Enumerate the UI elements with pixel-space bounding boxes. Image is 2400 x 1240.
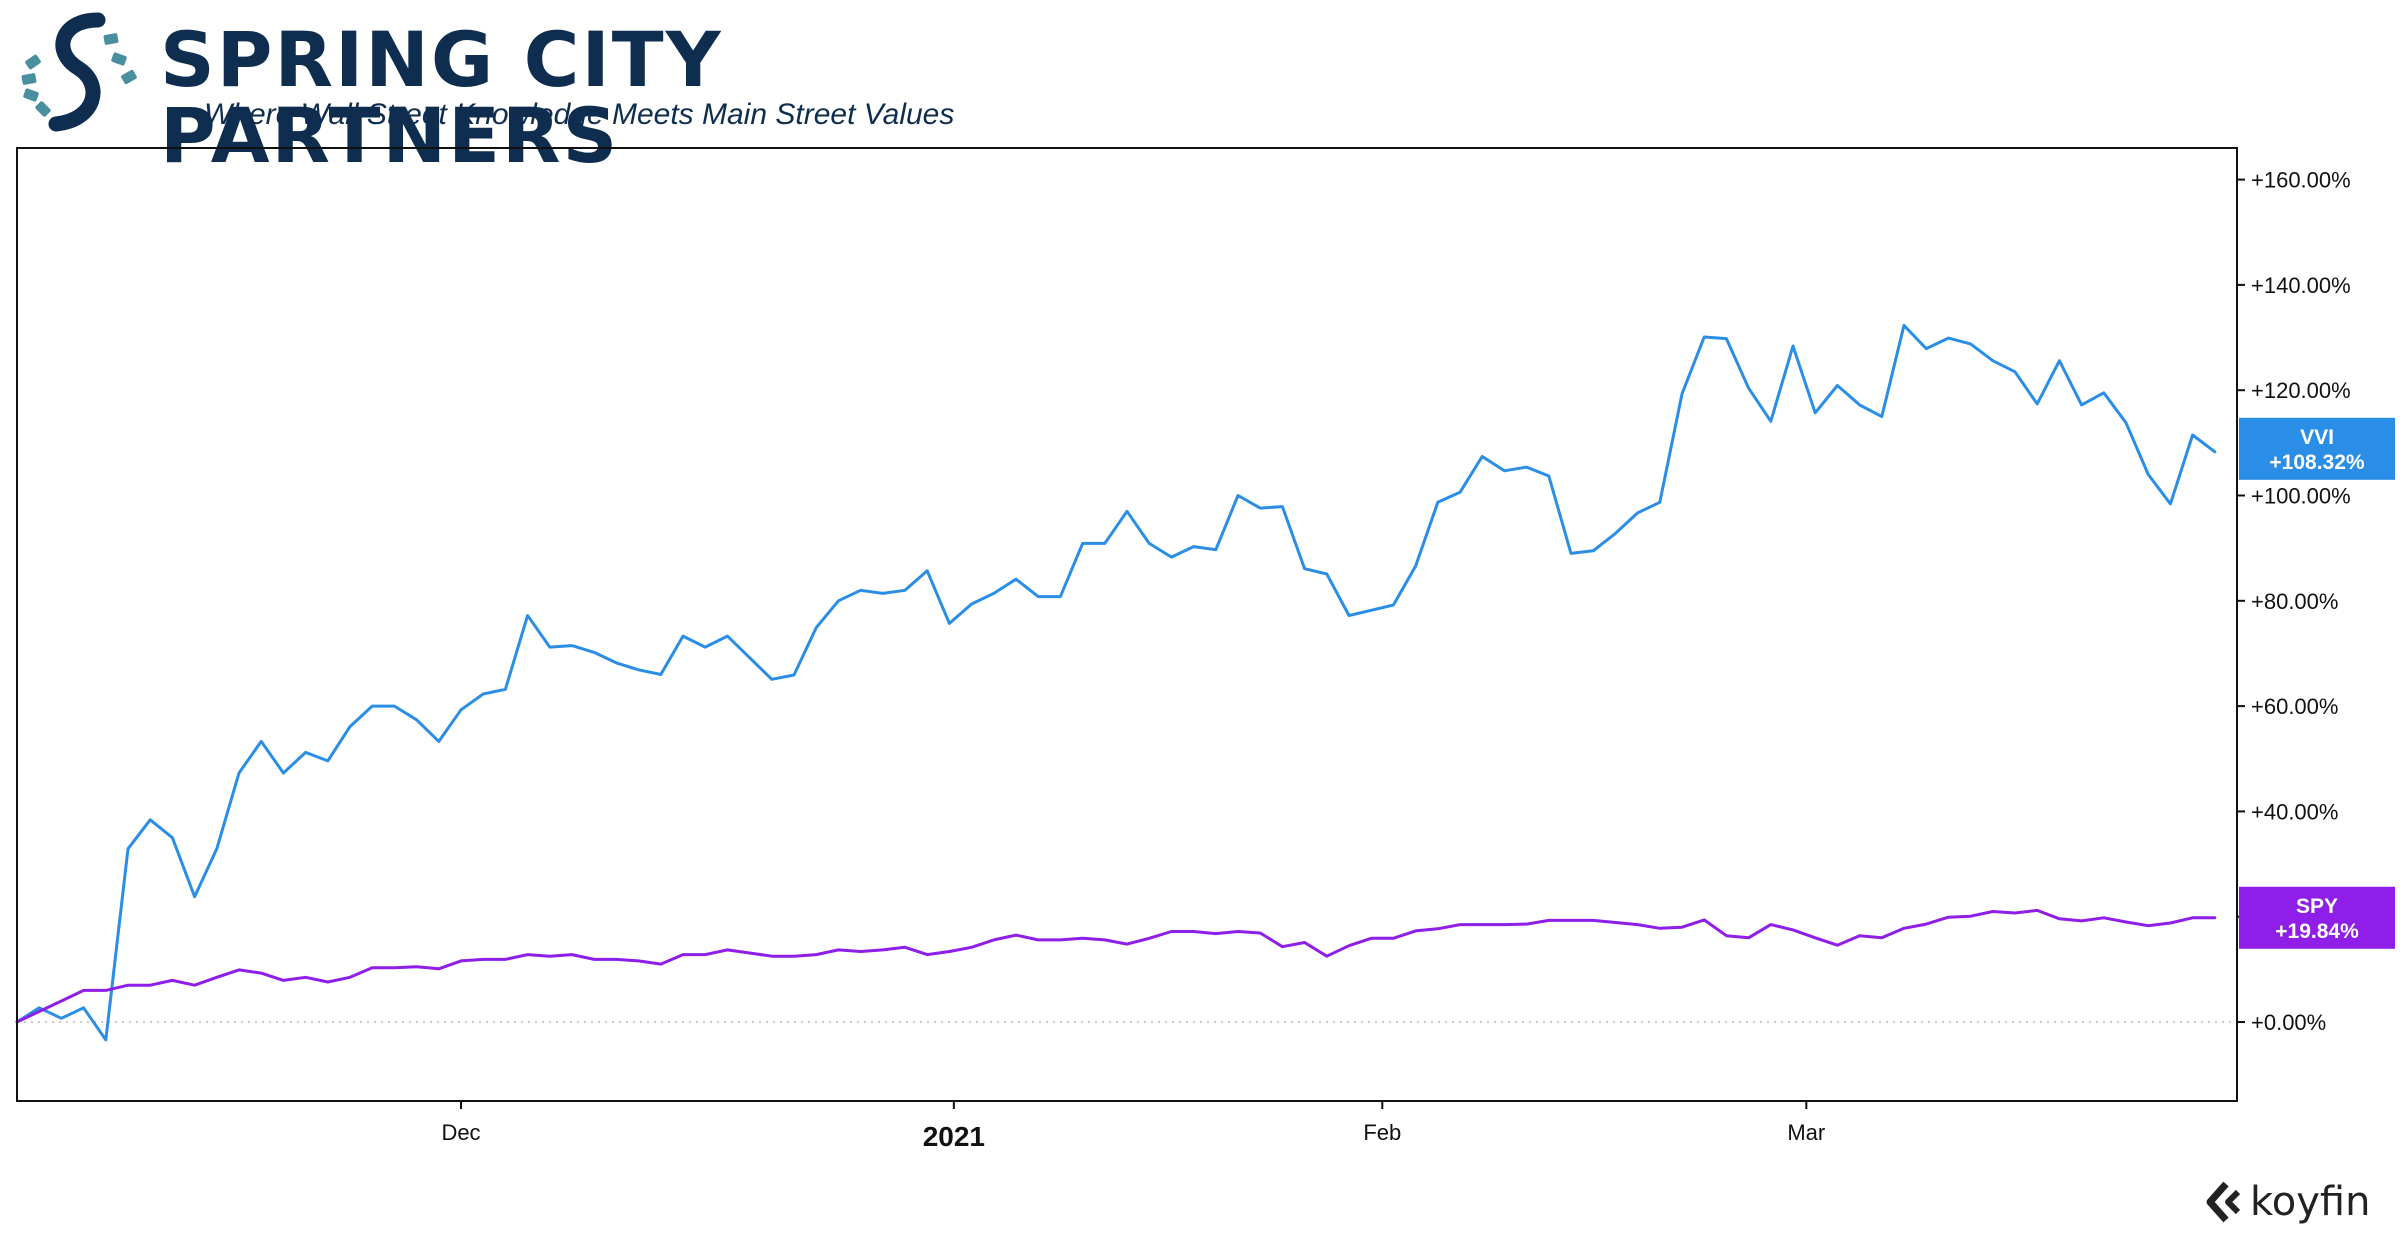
x-tick-label: Mar [1787, 1120, 1825, 1145]
y-tick-label: +100.00% [2251, 484, 2351, 509]
brand-tagline: Where Wall Street Knowledge Meets Main S… [204, 98, 955, 131]
y-tick-label: +140.00% [2251, 273, 2351, 298]
y-tick-label: +0.00% [2251, 1010, 2326, 1035]
y-tick-label: +160.00% [2251, 168, 2351, 193]
badge-last-value: +19.84% [2275, 920, 2359, 943]
last-value-badge-vvi: VVI+108.32% [2239, 417, 2395, 480]
label-layer: VVI+108.32% SPY+19.84% [2239, 417, 2395, 949]
y-tick-label: +80.00% [2251, 589, 2338, 614]
last-value-badge-spy: SPY+19.84% [2239, 886, 2395, 949]
koyfin-wordmark: koyfin [2250, 1179, 2371, 1225]
badge-background [2239, 417, 2395, 480]
koyfin-brand[interactable]: koyfin [2204, 1172, 2370, 1232]
series-line-spy [15, 908, 2217, 1024]
y-tick-label: +40.00% [2251, 799, 2338, 824]
y-tick-label: +120.00% [2251, 378, 2351, 403]
brand-name: SPRING CITY PARTNERS [160, 15, 723, 180]
x-tick-label: Feb [1363, 1120, 1401, 1145]
header: SPRING CITY PARTNERS Where Wall Street K… [0, 0, 1100, 174]
badge-series-name: VVI [2300, 426, 2334, 449]
axis-layer: +0.00%+20.00%+40.00%+60.00%+80.00%+100.0… [441, 168, 2350, 1152]
series-layer [15, 323, 2217, 1042]
series-line-vvi [15, 323, 2217, 1042]
badge-background [2239, 886, 2395, 949]
y-tick-label: +60.00% [2251, 694, 2338, 719]
koyfin-logo-icon [2206, 1181, 2241, 1223]
plot-border [16, 147, 2238, 1102]
x-tick-label: Dec [441, 1120, 480, 1145]
x-tick-label: 2021 [923, 1121, 985, 1152]
spring-city-logo-icon [21, 12, 137, 132]
badge-last-value: +108.32% [2269, 451, 2364, 474]
badge-series-name: SPY [2296, 895, 2338, 918]
